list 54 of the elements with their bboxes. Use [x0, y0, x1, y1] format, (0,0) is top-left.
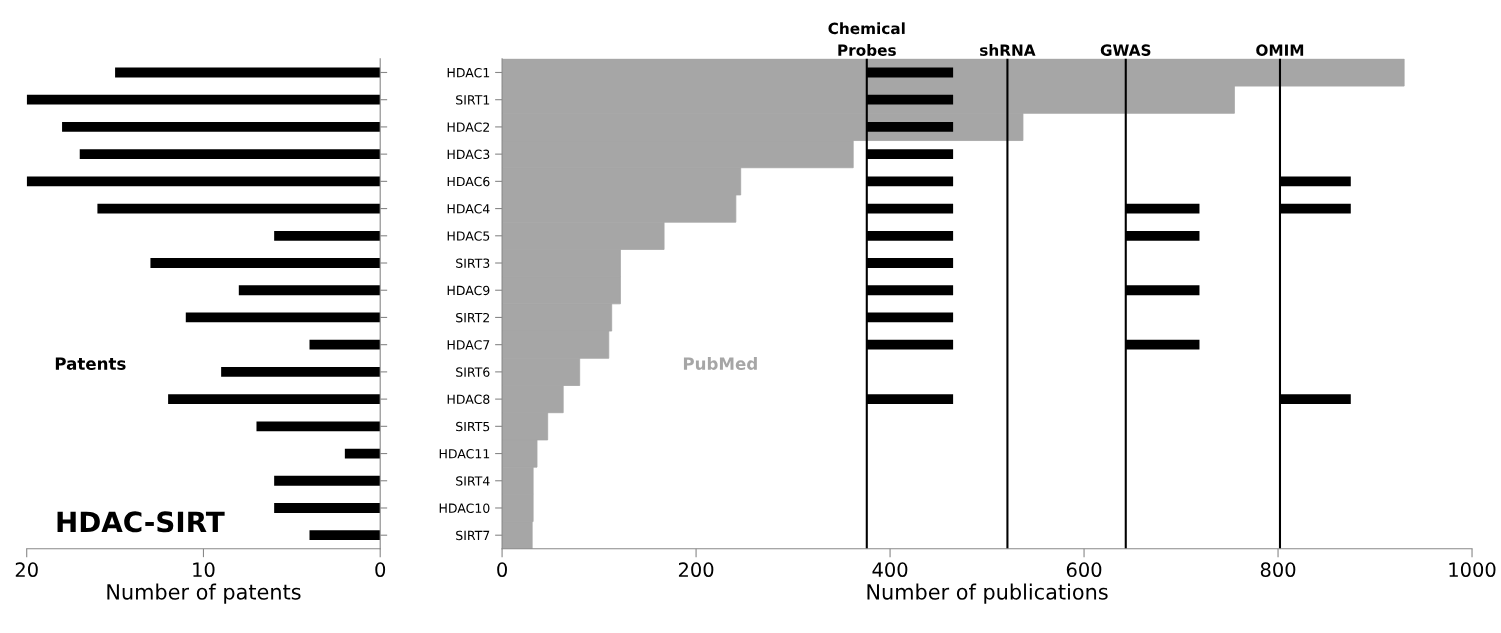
x-tick-label: 200	[678, 562, 714, 578]
bar	[150, 258, 381, 268]
bar	[97, 203, 381, 214]
bar	[115, 67, 381, 78]
y-tick-label: HDAC11	[439, 449, 490, 459]
y-tick-label: SIRT3	[456, 258, 490, 268]
bar	[238, 285, 381, 296]
x-tick-label: 0	[497, 562, 507, 578]
y-tick-label: SIRT5	[456, 421, 490, 432]
bar	[221, 366, 381, 377]
y-tick-label: SIRT6	[456, 367, 490, 377]
y-tick-label: HDAC9	[447, 285, 490, 296]
bar	[62, 122, 381, 132]
bar	[79, 149, 381, 160]
bar	[185, 312, 381, 323]
ref-line-label: shRNA	[980, 44, 1036, 56]
y-tick-label: HDAC10	[439, 503, 490, 513]
y-tick-label: HDAC5	[447, 231, 490, 241]
y-tick-label: HDAC3	[447, 149, 490, 160]
x-axis-title: Number of patents	[107, 583, 301, 604]
ref-line-label: Chemical Probes	[828, 22, 905, 56]
y-tick-label: HDAC8	[447, 394, 490, 405]
ref-line-label: GWAS	[1100, 44, 1151, 56]
x-tick-label: 600	[1066, 562, 1102, 578]
bar	[274, 503, 381, 513]
text: Patents	[55, 357, 126, 370]
annotation: HDAC-SIRT	[57, 511, 225, 533]
bar	[309, 339, 381, 350]
x-tick-label: 400	[872, 562, 908, 578]
bar	[26, 94, 381, 105]
x-tick-label: 0	[375, 562, 386, 578]
x-tick-label: 20	[15, 562, 38, 578]
bar	[344, 448, 381, 459]
x-axis-title: Number of publications	[867, 583, 1108, 604]
y-tick-label: HDAC4	[447, 204, 490, 214]
y-tick-label: SIRT1	[456, 95, 490, 105]
bar	[274, 230, 381, 241]
x-tick-label: 800	[1260, 562, 1296, 578]
bar	[168, 394, 381, 405]
y-tick-label: HDAC2	[447, 122, 490, 132]
x-tick-label: 1000	[1449, 562, 1496, 578]
y-tick-label: SIRT2	[456, 312, 490, 323]
text: PubMed	[683, 357, 757, 370]
y-tick-label: HDAC7	[447, 340, 490, 350]
y-tick-label: SIRT4	[456, 476, 490, 486]
bar	[256, 421, 381, 432]
x-tick-label: 10	[193, 562, 215, 578]
bar	[26, 176, 381, 187]
y-tick-label: SIRT7	[456, 530, 490, 541]
bar	[274, 475, 381, 486]
bar	[309, 530, 381, 541]
y-tick-label: HDAC6	[447, 176, 490, 187]
ref-line-label: OMIM	[1256, 44, 1304, 56]
y-tick-label: HDAC1	[447, 67, 490, 78]
